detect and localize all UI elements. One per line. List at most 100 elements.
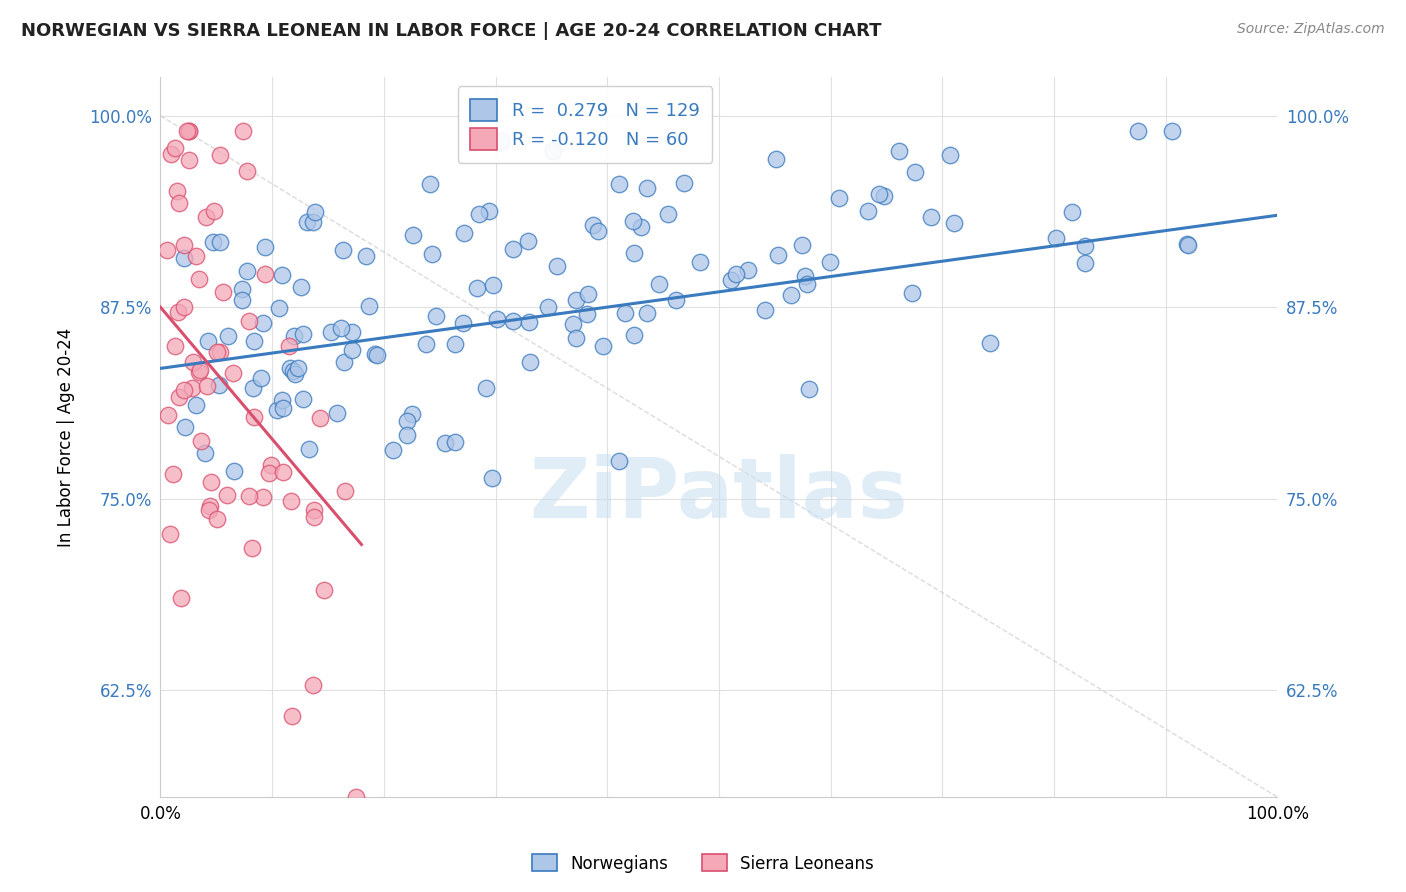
Point — [576, 308, 599, 322]
Point — [519, 355, 541, 369]
Point — [176, 124, 198, 138]
Point — [232, 124, 254, 138]
Point — [198, 499, 221, 513]
Point — [208, 345, 231, 359]
Y-axis label: In Labor Force | Age 20-24: In Labor Force | Age 20-24 — [58, 327, 75, 547]
Point — [607, 454, 630, 468]
Point — [889, 144, 911, 158]
Point — [517, 234, 540, 248]
Point — [1161, 124, 1184, 138]
Point — [284, 367, 307, 381]
Point — [794, 269, 817, 284]
Point — [1060, 205, 1083, 219]
Point — [179, 153, 201, 167]
Point — [797, 382, 820, 396]
Point — [754, 302, 776, 317]
Point — [333, 355, 356, 369]
Point — [208, 378, 231, 392]
Point — [280, 709, 302, 723]
Point — [939, 148, 962, 162]
Point — [818, 255, 841, 269]
Point — [453, 227, 475, 241]
Point — [271, 268, 294, 283]
Point — [257, 466, 280, 480]
Point — [231, 282, 253, 296]
Point — [157, 408, 180, 422]
Point — [766, 248, 789, 262]
Point — [278, 361, 301, 376]
Point — [207, 345, 229, 359]
Point — [302, 678, 325, 692]
Point — [195, 211, 218, 225]
Point — [478, 204, 501, 219]
Point — [179, 124, 201, 138]
Point — [166, 184, 188, 198]
Point — [903, 164, 925, 178]
Point — [165, 141, 187, 155]
Point — [444, 435, 467, 450]
Point — [475, 381, 498, 395]
Point — [486, 312, 509, 326]
Point — [576, 287, 599, 301]
Point — [780, 288, 803, 302]
Point — [314, 582, 336, 597]
Point — [302, 503, 325, 517]
Point — [188, 364, 211, 378]
Point — [1073, 239, 1095, 253]
Point — [623, 246, 645, 260]
Point — [184, 249, 207, 263]
Point — [287, 360, 309, 375]
Point — [242, 410, 264, 425]
Point — [291, 392, 314, 406]
Point — [190, 434, 212, 449]
Point — [330, 320, 353, 334]
Point — [215, 488, 238, 502]
Point — [242, 381, 264, 395]
Point — [720, 273, 742, 287]
Point — [165, 339, 187, 353]
Point — [181, 381, 204, 395]
Point — [162, 467, 184, 482]
Point — [636, 306, 658, 320]
Point — [592, 339, 614, 353]
Point — [420, 247, 443, 261]
Point — [212, 285, 235, 300]
Point — [942, 216, 965, 230]
Point — [208, 235, 231, 249]
Point — [271, 393, 294, 408]
Point — [1175, 237, 1198, 252]
Point — [665, 293, 688, 307]
Point — [340, 343, 363, 357]
Point — [208, 148, 231, 162]
Point — [1045, 231, 1067, 245]
Point — [271, 401, 294, 416]
Point — [243, 334, 266, 348]
Point — [332, 243, 354, 257]
Point — [737, 263, 759, 277]
Point — [1126, 124, 1149, 138]
Point — [444, 337, 467, 351]
Text: ZiPatlas: ZiPatlas — [530, 454, 908, 535]
Point — [364, 347, 387, 361]
Point — [205, 512, 228, 526]
Point — [170, 591, 193, 605]
Point — [792, 238, 814, 252]
Point — [1074, 256, 1097, 270]
Point — [900, 285, 922, 300]
Point — [673, 176, 696, 190]
Point — [249, 371, 271, 385]
Point — [197, 334, 219, 348]
Point — [607, 177, 630, 191]
Point — [657, 206, 679, 220]
Point — [357, 299, 380, 313]
Point — [304, 205, 326, 219]
Point — [217, 329, 239, 343]
Point — [173, 419, 195, 434]
Point — [346, 790, 368, 805]
Point — [395, 414, 418, 428]
Point — [502, 242, 524, 256]
Point — [221, 366, 243, 380]
Point — [434, 436, 457, 450]
Point — [419, 178, 441, 192]
Point — [340, 325, 363, 339]
